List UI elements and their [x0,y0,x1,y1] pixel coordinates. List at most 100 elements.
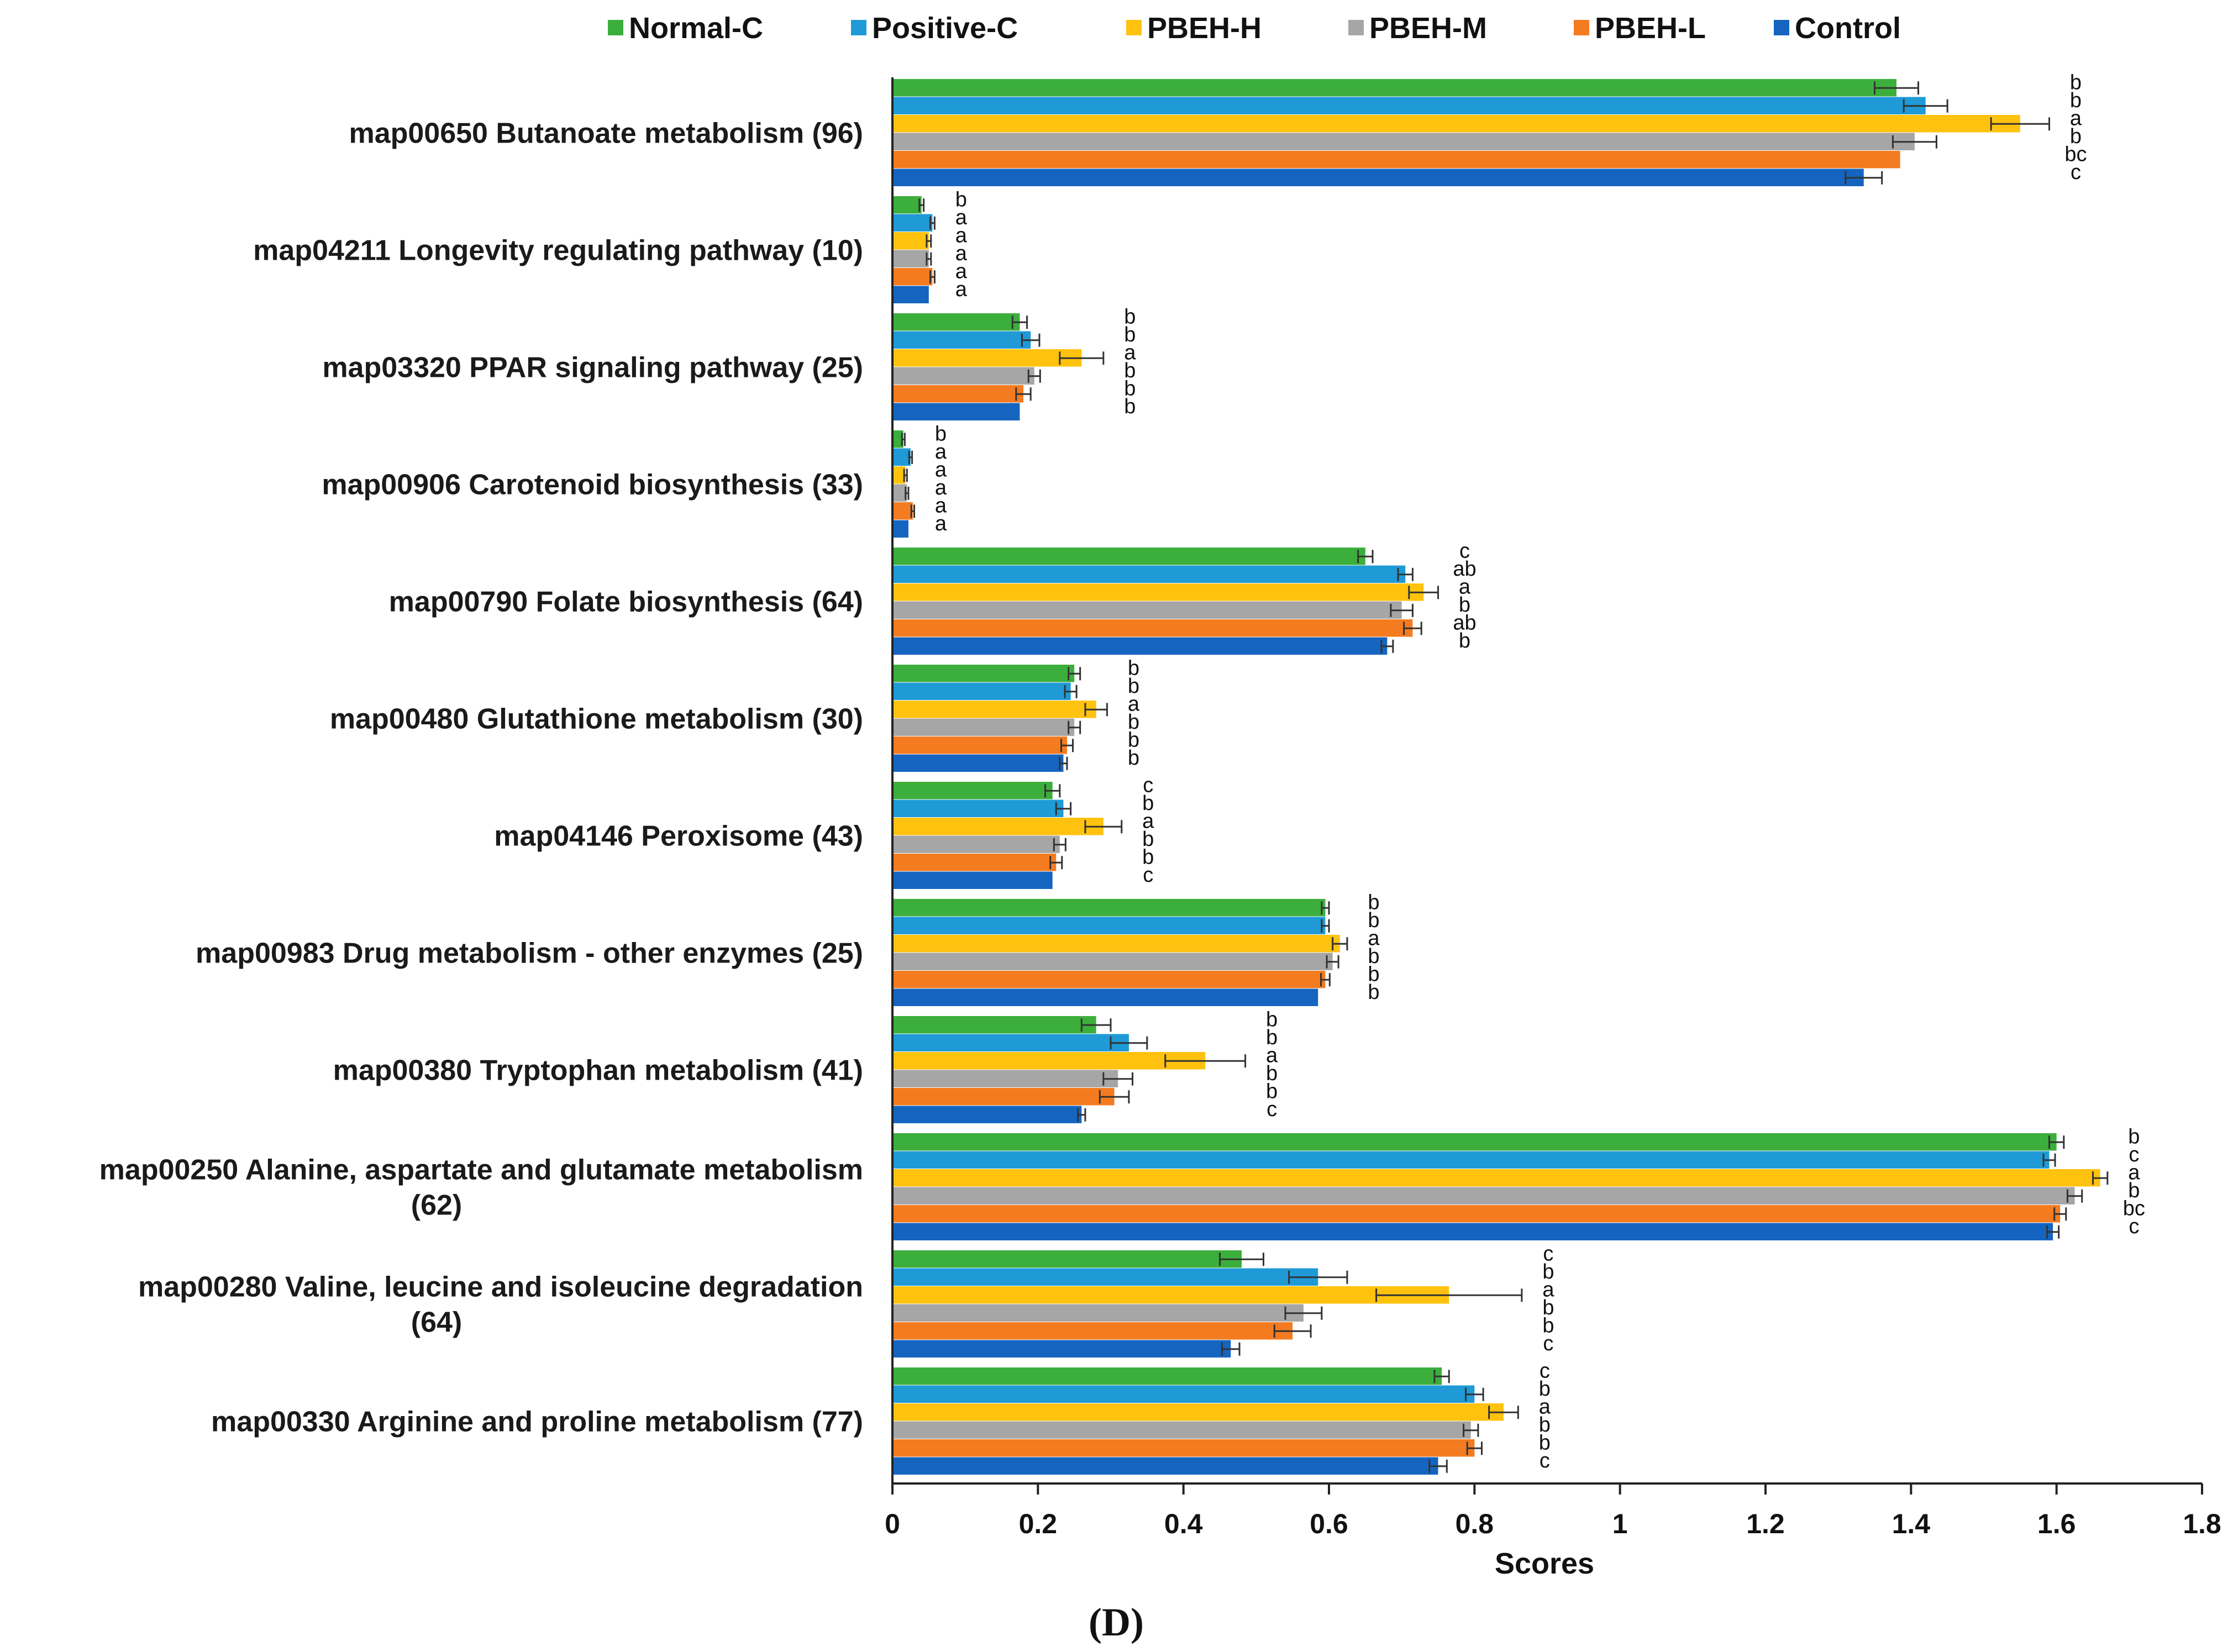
bar [892,1070,1118,1087]
bar [892,917,1326,934]
bar [892,448,911,466]
bar [892,403,1020,420]
significance-letter: a [935,494,947,517]
bar [892,502,913,520]
bar [892,548,1365,565]
bar [892,1223,2053,1240]
significance-letter: c [1543,1242,1553,1265]
significance-letter: b [2070,125,2082,148]
significance-letter: b [1266,1008,1278,1031]
category-label: map03320 PPAR signaling pathway (25) [322,352,863,384]
bar [892,331,1031,349]
significance-letter: a [955,260,968,283]
significance-letter: c [1143,774,1153,797]
significance-letter: bc [2123,1197,2145,1220]
significance-letter: b [1542,1314,1554,1337]
legend-label: Positive-C [872,12,1018,45]
significance-letter: b [935,422,947,445]
significance-letter: b [1124,359,1136,382]
significance-letter: a [935,440,947,464]
significance-letter: b [1128,656,1139,680]
significance-letter: c [2129,1215,2139,1238]
significance-letter: b [1539,1431,1551,1454]
significance-letter: a [935,476,947,499]
significance-letter: b [1124,305,1136,328]
significance-letter: ab [1453,611,1476,634]
bars [892,79,2100,1475]
bar [892,637,1388,655]
significance-letter: b [1368,981,1379,1004]
legend-label: PBEH-M [1369,12,1487,45]
significance-letter: b [2070,89,2082,112]
category-label: map04211 Longevity regulating pathway (1… [253,235,863,267]
bar [892,601,1402,619]
legend-label: Control [1795,12,1901,45]
x-tick-label: 1 [1612,1508,1628,1539]
bar [892,268,933,286]
significance-letter: b [1368,945,1379,968]
bar [892,79,1896,97]
significance-letter: c [1543,1332,1553,1355]
significance-letter: b [1266,1026,1278,1049]
significance-letter: a [935,512,947,535]
bar [892,196,922,214]
significance-letter: a [1542,1278,1554,1301]
significance-letter: a [1459,575,1471,598]
significance-letter: b [1539,1413,1551,1437]
bar [892,1304,1304,1322]
significance-letter: b [1124,377,1136,400]
significance-letter: b [1266,1062,1278,1085]
bar [892,971,1326,988]
legend-swatch [608,20,623,35]
bar [892,484,907,502]
bar [892,782,1053,799]
significance-letter: b [2128,1125,2140,1148]
significance-letter: b [1128,728,1139,751]
bar [892,430,903,448]
category-label: map00480 Glutathione metabolism (30) [330,703,863,735]
significance-letter: ab [1453,557,1476,581]
bar [892,1133,2057,1151]
significance-letter: b [1124,395,1136,418]
bar [892,1088,1115,1106]
significance-letter: b [1539,1377,1551,1401]
bar [892,953,1333,970]
bar [892,1151,2050,1169]
bar [892,1340,1231,1358]
legend-swatch [1774,20,1789,35]
bar [892,367,1034,385]
panel-label: (D) [1089,1600,1144,1644]
significance-letter: a [1266,1044,1278,1067]
bar [892,854,1057,871]
bar [892,701,1096,718]
bar [892,1439,1475,1457]
significance-letter: a [955,224,968,247]
bar [892,1403,1504,1421]
significance-letter: c [2071,161,2081,184]
bar [892,1322,1293,1340]
significance-letter: b [1542,1260,1554,1283]
bar [892,754,1064,772]
significance-letter: b [1128,675,1139,698]
bar [892,349,1082,367]
significance-letter: c [1459,539,1470,562]
significance-letter: b [1142,792,1154,815]
significance-letter: c [1143,864,1153,887]
bar [892,818,1104,835]
category-label: map04146 Peroxisome (43) [494,820,863,853]
significance-letter: a [1124,341,1136,364]
bar [892,835,1060,853]
significance-letter: c [1540,1449,1550,1472]
significance-letter: b [1368,891,1379,914]
category-label: map00380 Tryptophan metabolism (41) [333,1055,863,1087]
bar [892,1268,1318,1286]
bar [892,1187,2075,1204]
x-tick-label: 0.4 [1164,1508,1203,1539]
x-tick-label: 1.2 [1746,1508,1785,1539]
bar [892,1286,1449,1304]
legend-swatch [1574,20,1589,35]
bar [892,1169,2100,1187]
x-tick-label: 0.8 [1456,1508,1494,1539]
